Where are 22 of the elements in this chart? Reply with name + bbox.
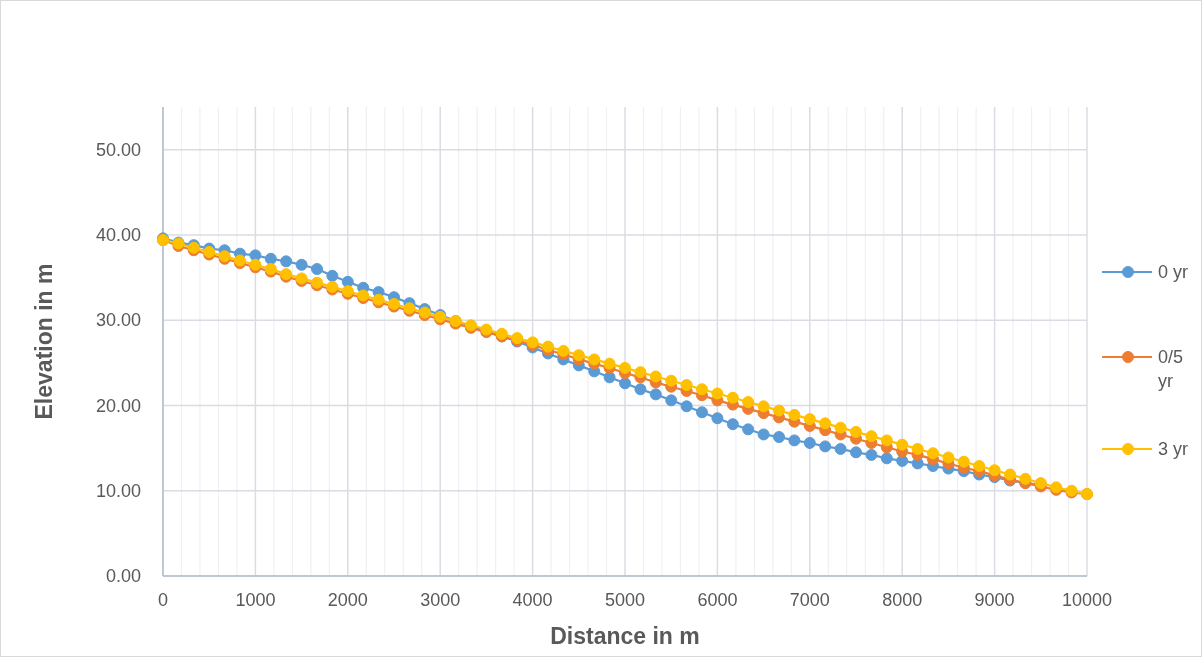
x-tick-label: 10000 bbox=[1061, 590, 1113, 610]
y-tick-label: 50.00 bbox=[95, 139, 141, 160]
y-tick-label: 0.00 bbox=[105, 566, 141, 587]
x-tick-label: 6000 bbox=[697, 590, 738, 610]
y-tick-label: 10.00 bbox=[95, 481, 141, 502]
x-tick-label: 4000 bbox=[512, 590, 553, 610]
x-tick-label: 5000 bbox=[604, 590, 646, 610]
legend-label: 0/5 yr bbox=[1158, 347, 1184, 391]
legend-label: 3 yr bbox=[1158, 439, 1189, 460]
legend-label: 0 yr bbox=[1158, 262, 1189, 283]
y-tick-label: 40.00 bbox=[95, 225, 141, 246]
x-tick-label: 9000 bbox=[974, 590, 1015, 610]
y-axis-title: Elevation in m bbox=[31, 263, 57, 420]
x-tick-label: 1000 bbox=[235, 590, 276, 610]
y-tick-label: 30.00 bbox=[95, 310, 141, 331]
y-tick-label: 20.00 bbox=[95, 395, 141, 416]
x-axis-title: Distance in m bbox=[550, 623, 700, 649]
x-tick-label: 8000 bbox=[882, 590, 923, 610]
x-tick-label: 3000 bbox=[420, 590, 461, 610]
x-tick-label: 0 bbox=[157, 590, 169, 610]
x-tick-label: 2000 bbox=[327, 590, 368, 610]
x-tick-label: 7000 bbox=[789, 590, 830, 610]
